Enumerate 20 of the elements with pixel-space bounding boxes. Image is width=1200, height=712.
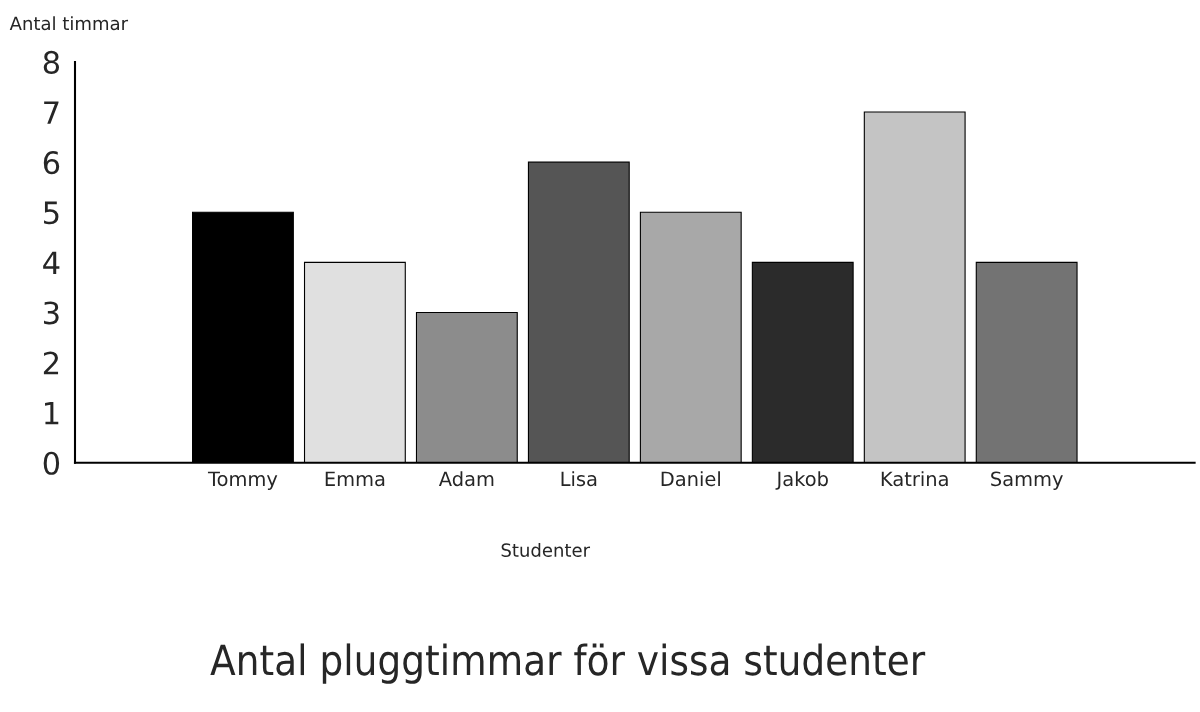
y-tick-label: 0 [43, 451, 60, 475]
text: Antal pluggtimmar för vissa studenter [210, 643, 926, 684]
x-tick-label: Sammy [991, 471, 1063, 490]
y-tick-label: 2 [43, 351, 59, 375]
y-tick-label: 6 [43, 151, 60, 175]
x-axis-title: Studenter [501, 542, 591, 557]
x-tick-label: Tommy [207, 471, 278, 490]
x-tick-label: Emma [325, 471, 385, 487]
y-tick-label: 4 [43, 251, 60, 274]
y-axis-title: Antal timmar [9, 16, 129, 31]
y-tick-label: 3 [44, 301, 59, 325]
y-tick-label: 7 [44, 101, 59, 124]
x-tick-label: Daniel [661, 471, 720, 487]
x-tick-label: Jakob [775, 471, 828, 490]
x-tick-label: Lisa [561, 471, 597, 487]
y-tick-label: 8 [43, 50, 60, 74]
y-tick-label: 1 [45, 402, 59, 425]
x-tick-label: Adam [438, 471, 494, 487]
x-tick-label: Katrina [881, 471, 948, 487]
y-tick-label: 5 [44, 201, 59, 225]
